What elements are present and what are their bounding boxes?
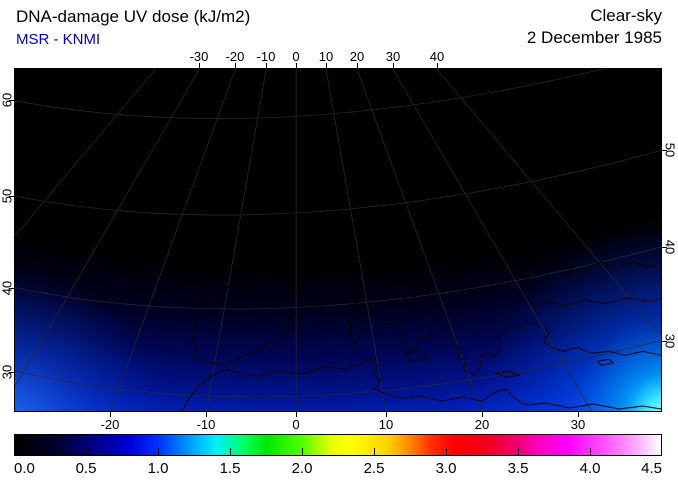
axis-tick (266, 63, 267, 68)
lon-tick-label: 20 (474, 417, 490, 432)
date-label: 2 December 1985 (526, 28, 662, 47)
colorbar-label: 0.0 (14, 460, 35, 477)
axis-tick (437, 63, 438, 68)
map-plot (14, 68, 662, 412)
axis-tick (662, 247, 667, 248)
colorbar-tick (86, 448, 87, 455)
axis-tick (9, 196, 14, 197)
axis-tick (662, 150, 667, 151)
colorbar-tick (446, 448, 447, 455)
axis-tick (326, 63, 327, 68)
axis-tick (235, 63, 236, 68)
colorbar-tick (302, 448, 303, 455)
axis-tick (357, 63, 358, 68)
lon-tick-label: 40 (429, 49, 445, 64)
lon-tick-label: 0 (292, 49, 300, 64)
axis-tick (9, 372, 14, 373)
axis-tick (386, 412, 387, 417)
graticule (15, 69, 661, 411)
lon-tick-label: 30 (570, 417, 586, 432)
colorbar-label: 4.5 (641, 460, 662, 477)
axis-tick (393, 63, 394, 68)
lon-tick-label: 10 (378, 417, 394, 432)
axis-tick (296, 412, 297, 417)
source-label: MSR - KNMI (16, 31, 101, 48)
colorbar-label: 3.0 (435, 460, 457, 477)
lon-tick-label: -20 (225, 49, 245, 64)
colorbar-label: 1.0 (147, 460, 169, 477)
axis-tick (296, 63, 297, 68)
colorbar-tick (158, 448, 159, 455)
page-title: DNA-damage UV dose (kJ/m2) (16, 7, 251, 26)
axis-tick (110, 412, 111, 417)
colorbar-label: 4.0 (579, 460, 601, 477)
colorbar-tick (374, 448, 375, 455)
axis-tick (206, 412, 207, 417)
condition-label: Clear-sky (590, 6, 662, 25)
colorbar-tick (230, 448, 231, 455)
lon-tick-label: -20 (100, 417, 120, 432)
colorbar-label: 2.0 (291, 460, 313, 477)
lon-tick-label: -10 (256, 49, 276, 64)
axis-tick (9, 100, 14, 101)
colorbar-label: 3.5 (507, 460, 529, 477)
axis-tick (662, 341, 667, 342)
lon-tick-label: -10 (196, 417, 216, 432)
colorbar-tick (518, 448, 519, 455)
axis-tick (9, 288, 14, 289)
axis-tick (578, 412, 579, 417)
colorbar (14, 434, 662, 456)
lon-tick-label: -30 (189, 49, 209, 64)
map-svg (15, 69, 661, 411)
axis-tick (482, 412, 483, 417)
lon-tick-label: 20 (349, 49, 365, 64)
colorbar-gradient (15, 435, 661, 455)
lon-tick-label: 10 (318, 49, 334, 64)
lon-tick-label: 30 (385, 49, 401, 64)
dose-hotspot-southeast (15, 69, 661, 411)
axis-tick (199, 63, 200, 68)
colorbar-tick (590, 448, 591, 455)
colorbar-label: 1.5 (219, 460, 241, 477)
colorbar-label: 0.5 (75, 460, 97, 477)
colorbar-label: 2.5 (363, 460, 385, 477)
coastlines (180, 247, 661, 411)
lon-tick-label: 0 (292, 417, 300, 432)
